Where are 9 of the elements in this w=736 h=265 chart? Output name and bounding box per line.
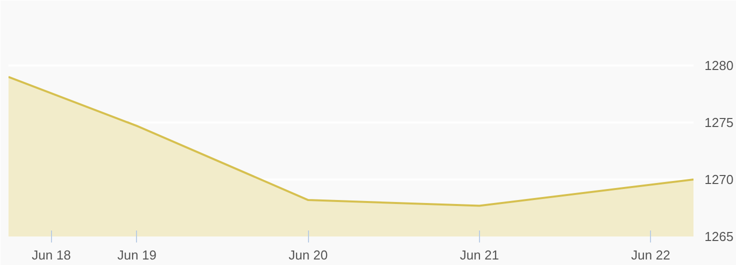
x-tick-label: Jun 21 — [460, 248, 499, 262]
y-tick-label: 1280 — [704, 58, 734, 73]
x-tick-label: Jun 22 — [631, 248, 670, 262]
y-tick-label: 1270 — [704, 172, 734, 187]
x-tick-label: Jun 20 — [288, 248, 328, 262]
x-tick-label: Jun 19 — [117, 248, 156, 262]
y-tick-label: 1275 — [704, 115, 734, 130]
y-tick-label: 1265 — [704, 229, 734, 244]
x-tick-label: Jun 18 — [32, 248, 71, 262]
